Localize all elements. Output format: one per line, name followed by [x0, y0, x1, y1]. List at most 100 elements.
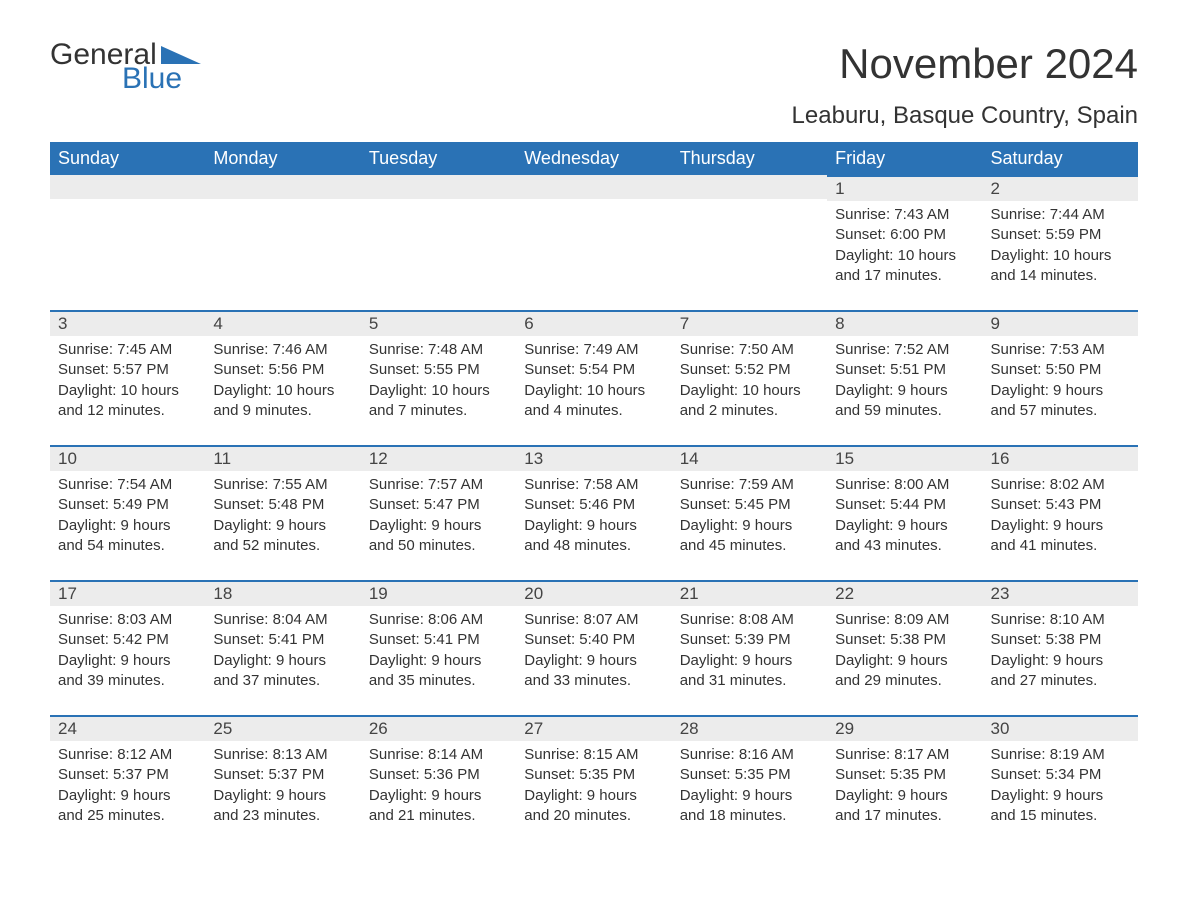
daylight-text-line2: and 4 minutes.	[524, 401, 663, 421]
day-number: 23	[983, 580, 1138, 606]
header-wednesday: Wednesday	[516, 142, 671, 175]
sunset-text: Sunset: 5:55 PM	[369, 360, 508, 380]
daylight-text-line2: and 48 minutes.	[524, 536, 663, 556]
daylight-text-line1: Daylight: 10 hours	[213, 381, 352, 401]
sunrise-text: Sunrise: 7:50 AM	[680, 340, 819, 360]
day-number: 24	[50, 715, 205, 741]
day-content: Sunrise: 7:54 AMSunset: 5:49 PMDaylight:…	[50, 471, 205, 564]
daylight-text-line1: Daylight: 9 hours	[58, 786, 197, 806]
day-number	[50, 175, 205, 199]
day-number: 13	[516, 445, 671, 471]
sunrise-text: Sunrise: 8:19 AM	[991, 745, 1130, 765]
daylight-text-line2: and 15 minutes.	[991, 806, 1130, 826]
sunrise-text: Sunrise: 7:52 AM	[835, 340, 974, 360]
sunrise-text: Sunrise: 7:48 AM	[369, 340, 508, 360]
day-header-row: Sunday Monday Tuesday Wednesday Thursday…	[50, 142, 1138, 175]
day-cell: 26Sunrise: 8:14 AMSunset: 5:36 PMDayligh…	[361, 715, 516, 834]
day-number: 9	[983, 310, 1138, 336]
day-cell	[361, 175, 516, 294]
day-content: Sunrise: 8:17 AMSunset: 5:35 PMDaylight:…	[827, 741, 982, 834]
day-content: Sunrise: 7:53 AMSunset: 5:50 PMDaylight:…	[983, 336, 1138, 429]
daylight-text-line2: and 59 minutes.	[835, 401, 974, 421]
daylight-text-line1: Daylight: 9 hours	[680, 651, 819, 671]
daylight-text-line2: and 35 minutes.	[369, 671, 508, 691]
daylight-text-line2: and 9 minutes.	[213, 401, 352, 421]
day-cell: 22Sunrise: 8:09 AMSunset: 5:38 PMDayligh…	[827, 580, 982, 699]
sunrise-text: Sunrise: 7:49 AM	[524, 340, 663, 360]
day-number: 30	[983, 715, 1138, 741]
header-thursday: Thursday	[672, 142, 827, 175]
day-content: Sunrise: 8:06 AMSunset: 5:41 PMDaylight:…	[361, 606, 516, 699]
sunset-text: Sunset: 5:57 PM	[58, 360, 197, 380]
sunset-text: Sunset: 5:43 PM	[991, 495, 1130, 515]
logo: General Blue	[50, 40, 201, 94]
sunset-text: Sunset: 5:45 PM	[680, 495, 819, 515]
day-cell: 27Sunrise: 8:15 AMSunset: 5:35 PMDayligh…	[516, 715, 671, 834]
day-number: 1	[827, 175, 982, 201]
sunset-text: Sunset: 5:59 PM	[991, 225, 1130, 245]
sunrise-text: Sunrise: 7:46 AM	[213, 340, 352, 360]
sunrise-text: Sunrise: 7:57 AM	[369, 475, 508, 495]
daylight-text-line2: and 31 minutes.	[680, 671, 819, 691]
daylight-text-line1: Daylight: 9 hours	[680, 516, 819, 536]
day-number: 4	[205, 310, 360, 336]
week-row: 1Sunrise: 7:43 AMSunset: 6:00 PMDaylight…	[50, 175, 1138, 294]
day-cell	[516, 175, 671, 294]
sunrise-text: Sunrise: 8:00 AM	[835, 475, 974, 495]
daylight-text-line2: and 33 minutes.	[524, 671, 663, 691]
day-cell: 9Sunrise: 7:53 AMSunset: 5:50 PMDaylight…	[983, 310, 1138, 429]
logo-text-blue: Blue	[122, 64, 182, 94]
day-number: 21	[672, 580, 827, 606]
day-content: Sunrise: 8:00 AMSunset: 5:44 PMDaylight:…	[827, 471, 982, 564]
daylight-text-line1: Daylight: 9 hours	[369, 786, 508, 806]
daylight-text-line2: and 12 minutes.	[58, 401, 197, 421]
day-number: 22	[827, 580, 982, 606]
daylight-text-line2: and 14 minutes.	[991, 266, 1130, 286]
daylight-text-line2: and 37 minutes.	[213, 671, 352, 691]
daylight-text-line1: Daylight: 9 hours	[213, 651, 352, 671]
daylight-text-line2: and 2 minutes.	[680, 401, 819, 421]
day-content: Sunrise: 7:59 AMSunset: 5:45 PMDaylight:…	[672, 471, 827, 564]
sunset-text: Sunset: 5:56 PM	[213, 360, 352, 380]
header-row: General Blue November 2024	[50, 40, 1138, 94]
sunrise-text: Sunrise: 8:02 AM	[991, 475, 1130, 495]
day-cell: 10Sunrise: 7:54 AMSunset: 5:49 PMDayligh…	[50, 445, 205, 564]
day-content: Sunrise: 7:49 AMSunset: 5:54 PMDaylight:…	[516, 336, 671, 429]
day-cell: 15Sunrise: 8:00 AMSunset: 5:44 PMDayligh…	[827, 445, 982, 564]
day-cell: 25Sunrise: 8:13 AMSunset: 5:37 PMDayligh…	[205, 715, 360, 834]
week-row: 17Sunrise: 8:03 AMSunset: 5:42 PMDayligh…	[50, 580, 1138, 699]
day-content: Sunrise: 8:07 AMSunset: 5:40 PMDaylight:…	[516, 606, 671, 699]
sunset-text: Sunset: 5:35 PM	[680, 765, 819, 785]
sunset-text: Sunset: 5:47 PM	[369, 495, 508, 515]
sunrise-text: Sunrise: 7:55 AM	[213, 475, 352, 495]
sunrise-text: Sunrise: 8:12 AM	[58, 745, 197, 765]
sunrise-text: Sunrise: 7:53 AM	[991, 340, 1130, 360]
day-cell: 6Sunrise: 7:49 AMSunset: 5:54 PMDaylight…	[516, 310, 671, 429]
daylight-text-line1: Daylight: 10 hours	[991, 246, 1130, 266]
daylight-text-line1: Daylight: 9 hours	[524, 651, 663, 671]
day-content: Sunrise: 8:13 AMSunset: 5:37 PMDaylight:…	[205, 741, 360, 834]
daylight-text-line1: Daylight: 9 hours	[835, 786, 974, 806]
sunset-text: Sunset: 5:37 PM	[213, 765, 352, 785]
day-content: Sunrise: 8:14 AMSunset: 5:36 PMDaylight:…	[361, 741, 516, 834]
daylight-text-line2: and 7 minutes.	[369, 401, 508, 421]
day-content: Sunrise: 7:57 AMSunset: 5:47 PMDaylight:…	[361, 471, 516, 564]
week-row: 3Sunrise: 7:45 AMSunset: 5:57 PMDaylight…	[50, 310, 1138, 429]
sunset-text: Sunset: 5:54 PM	[524, 360, 663, 380]
day-content: Sunrise: 8:16 AMSunset: 5:35 PMDaylight:…	[672, 741, 827, 834]
daylight-text-line1: Daylight: 9 hours	[58, 516, 197, 536]
day-content: Sunrise: 8:08 AMSunset: 5:39 PMDaylight:…	[672, 606, 827, 699]
sunset-text: Sunset: 5:46 PM	[524, 495, 663, 515]
daylight-text-line2: and 18 minutes.	[680, 806, 819, 826]
day-content: Sunrise: 8:02 AMSunset: 5:43 PMDaylight:…	[983, 471, 1138, 564]
sunset-text: Sunset: 5:35 PM	[524, 765, 663, 785]
sunrise-text: Sunrise: 8:09 AM	[835, 610, 974, 630]
day-cell: 28Sunrise: 8:16 AMSunset: 5:35 PMDayligh…	[672, 715, 827, 834]
day-number: 20	[516, 580, 671, 606]
day-number: 8	[827, 310, 982, 336]
sunrise-text: Sunrise: 8:07 AM	[524, 610, 663, 630]
sunrise-text: Sunrise: 7:43 AM	[835, 205, 974, 225]
header-saturday: Saturday	[983, 142, 1138, 175]
daylight-text-line2: and 57 minutes.	[991, 401, 1130, 421]
sunrise-text: Sunrise: 8:06 AM	[369, 610, 508, 630]
